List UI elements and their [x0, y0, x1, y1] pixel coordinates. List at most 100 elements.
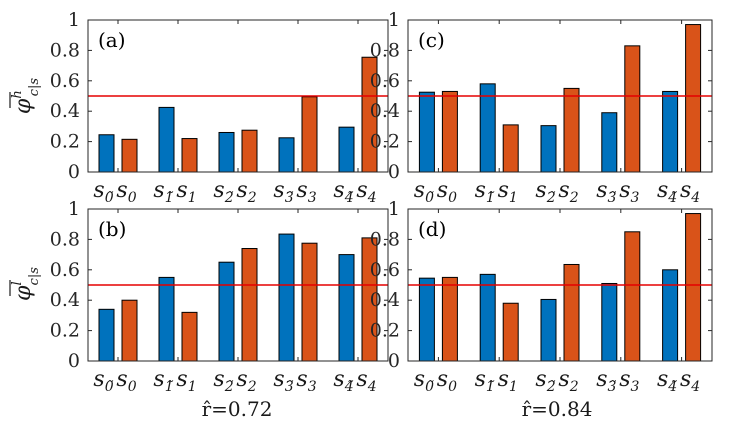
category-label: s0̃ [414, 178, 434, 206]
svg-text:φlc|s: φl c|s [10, 267, 42, 301]
category-label: s2̃ [213, 367, 233, 395]
bar-plain-2 [563, 87, 580, 173]
bar-plain-0 [121, 138, 138, 173]
y-axis-label-top: φh c|s [9, 78, 42, 114]
bar-tilde-3 [278, 233, 295, 362]
category-label: s1̃ [153, 367, 173, 395]
category-label: s0 [437, 178, 457, 206]
svg-text:φhc|s: φh c|s [10, 78, 42, 114]
bar-plain-0 [441, 90, 458, 173]
y-tick-label: 0.4 [50, 100, 80, 122]
category-label: s0̃ [414, 367, 434, 395]
x-axis-label-left: r̂=0.72 [202, 397, 273, 421]
y-tick-label: 1 [68, 198, 80, 220]
y-tick-label: 0.4 [370, 100, 400, 122]
category-label: s2 [558, 367, 578, 395]
bar-tilde-0 [418, 277, 435, 362]
category-label: s4̃ [657, 178, 677, 206]
y-tick-label: 1 [388, 198, 400, 220]
category-label: s1 [176, 178, 196, 206]
bar-tilde-3 [601, 282, 618, 362]
category-label: s0 [437, 367, 457, 395]
y-tick-label: 0.4 [370, 289, 400, 311]
category-label: s0 [116, 178, 136, 206]
bar-plain-2 [563, 263, 580, 362]
category-label: s0 [116, 367, 136, 395]
panel-label: (a) [98, 28, 126, 52]
bar-plain-3 [624, 231, 641, 362]
category-label: s3 [296, 367, 316, 395]
y-tick-label: 0.6 [370, 259, 400, 281]
y-tick-label: 0.6 [50, 259, 80, 281]
bar-plain-4 [685, 24, 702, 173]
y-tick-label: 0.8 [370, 39, 400, 61]
category-label: s2 [236, 367, 256, 395]
y-tick-label: 0 [68, 161, 80, 183]
bar-tilde-4 [338, 126, 355, 173]
y-label-bottom-base: φ [11, 285, 36, 301]
bar-tilde-2 [540, 125, 557, 173]
bar-tilde-3 [601, 112, 618, 173]
bar-plain-0 [441, 276, 458, 362]
y-tick-label: 0.2 [50, 320, 80, 342]
category-label: s1̃ [475, 367, 495, 395]
category-label: s0̃ [93, 178, 113, 206]
category-label: s3̃ [273, 178, 293, 206]
y-tick-label: 0.8 [50, 39, 80, 61]
category-label: s2̃ [535, 178, 555, 206]
category-label: s4 [356, 367, 376, 395]
bar-tilde-2 [218, 131, 235, 173]
bar-plain-1 [181, 138, 198, 173]
category-label: s1̃ [475, 178, 495, 206]
bar-plain-1 [502, 302, 519, 362]
y-tick-label: 1 [388, 9, 400, 31]
y-label-bottom-sup: l [10, 281, 25, 285]
y-tick-label: 0.2 [370, 320, 400, 342]
bar-tilde-2 [218, 261, 235, 362]
category-label: s0̃ [93, 367, 113, 395]
bar-tilde-4 [662, 90, 679, 173]
y-axis-label-bottom: φl c|s [9, 267, 42, 301]
category-label: s1 [498, 367, 518, 395]
y-tick-label: 0.4 [50, 289, 80, 311]
y-tick-label: 0.2 [370, 131, 400, 153]
axes-box [87, 208, 389, 362]
bar-tilde-1 [479, 83, 496, 173]
category-label: s1 [176, 367, 196, 395]
y-tick-label: 0 [388, 161, 400, 183]
y-label-bottom-sub: c|s [27, 267, 42, 286]
bar-tilde-0 [98, 308, 115, 362]
bar-tilde-4 [662, 269, 679, 362]
panel-d: 0 0.2 0.4 0.6 0.8 1 s0̃ s0 s1̃ s1 s2̃ s2 s3̃ s3 s4̃ s4 (… [370, 198, 713, 395]
bar-tilde-4 [338, 254, 355, 362]
bar-tilde-0 [98, 134, 115, 173]
category-label: s2̃ [213, 178, 233, 206]
category-label: s4̃ [657, 367, 677, 395]
bar-plain-4 [685, 213, 702, 362]
panel-label: (c) [418, 28, 445, 52]
bar-plain-3 [301, 242, 318, 362]
category-label: s3̃ [596, 178, 616, 206]
bar-tilde-2 [540, 298, 557, 362]
panel-label: (b) [98, 217, 126, 241]
y-label-top-sub: c|s [27, 78, 42, 97]
axes-box [407, 208, 713, 362]
bar-tilde-0 [418, 91, 435, 173]
category-label: s3̃ [273, 367, 293, 395]
category-label: s1 [498, 178, 518, 206]
panel-label: (d) [418, 217, 446, 241]
bar-plain-2 [241, 129, 258, 173]
panel-c: 0 0.2 0.4 0.6 0.8 1 s0̃ s0 s1̃ s1 s2̃ s2 s3̃ s3 s4̃ s4 (… [370, 9, 713, 206]
axes-box [87, 19, 389, 173]
category-label: s4̃ [333, 367, 353, 395]
bar-tilde-1 [158, 106, 175, 173]
category-label: s1̃ [153, 178, 173, 206]
panel-a: 0 0.2 0.4 0.6 0.8 1 s0̃ s0 s1̃ s1 s2̃ s2 s3̃ s3 s4̃ s4 (… [50, 9, 389, 206]
category-label: s4 [356, 178, 376, 206]
bar-tilde-3 [278, 137, 295, 173]
category-label: s4 [680, 178, 700, 206]
y-tick-label: 0.8 [370, 228, 400, 250]
bar-tilde-1 [158, 276, 175, 362]
